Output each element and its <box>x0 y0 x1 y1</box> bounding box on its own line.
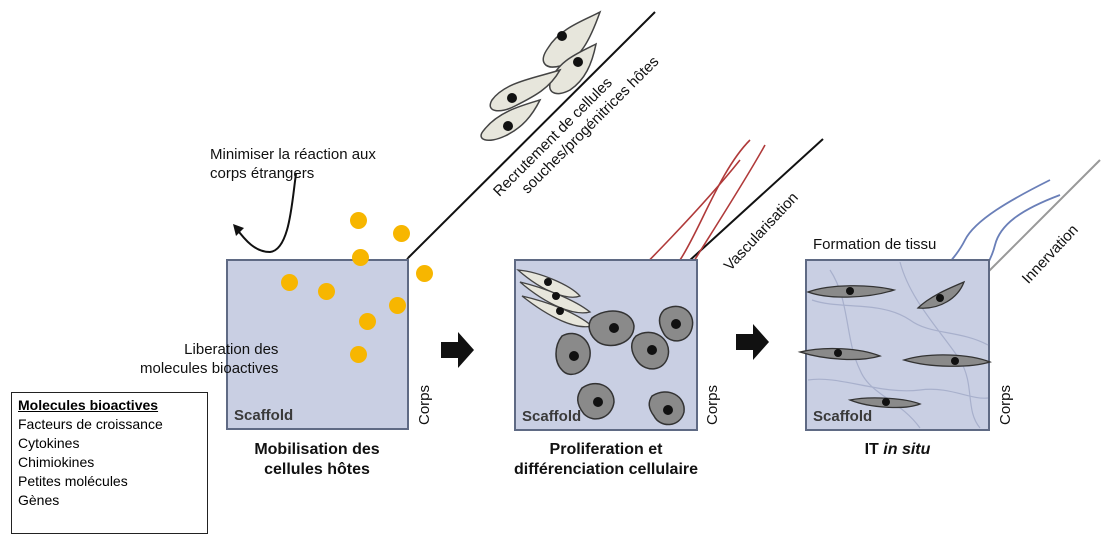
light-cell <box>542 10 602 68</box>
legend-item: Gènes <box>18 492 60 508</box>
stage-3-caption-prefix: IT <box>864 441 884 458</box>
molecule-dot <box>389 297 406 314</box>
legend-item: Petites molécules <box>18 473 128 489</box>
tissue-formation-label: Formation de tissu <box>813 236 937 253</box>
foreign-body-label: Minimiser la réaction aux corps étranger… <box>210 146 376 182</box>
light-cell <box>549 42 598 95</box>
legend-item: Facteurs de croissance <box>18 416 163 432</box>
scaffold-label: Scaffold <box>234 407 294 424</box>
foreign-body-arrowhead <box>233 224 244 236</box>
legend-box: Molecules bioactives Facteurs de croissa… <box>11 392 208 534</box>
scaffold-label: Scaffold <box>522 408 582 425</box>
legend-title: Molecules bioactives <box>18 397 159 413</box>
legend-item: Cytokines <box>18 435 80 451</box>
molecule-dot <box>359 313 376 330</box>
recruitment-line <box>407 11 656 259</box>
stage-3-caption: IT in situ <box>805 440 990 460</box>
molecule-dot <box>416 265 433 282</box>
stage-arrow-1 <box>441 332 474 368</box>
vascularisation-line <box>665 138 824 283</box>
foreign-body-curve <box>235 173 297 254</box>
stage-3-caption-italic: in situ <box>883 441 931 458</box>
stage-1-caption: Mobilisation des cellules hôtes <box>254 441 380 478</box>
molecule-dot <box>318 283 335 300</box>
molecule-dot <box>350 346 367 363</box>
scaffold-box-1: Scaffold <box>226 259 409 430</box>
light-cell <box>480 98 542 142</box>
molecule-dot <box>352 249 369 266</box>
molecule-dot <box>350 212 367 229</box>
molecule-dot <box>393 225 410 242</box>
stage-arrow-2 <box>736 324 769 360</box>
scaffold-label: Scaffold <box>813 408 873 425</box>
release-label: Liberation des molecules bioactives <box>140 341 279 377</box>
legend-item: Chimiokines <box>18 454 95 470</box>
stage-2-caption: Proliferation et différenciation cellula… <box>513 441 699 478</box>
molecule-dot <box>281 274 298 291</box>
